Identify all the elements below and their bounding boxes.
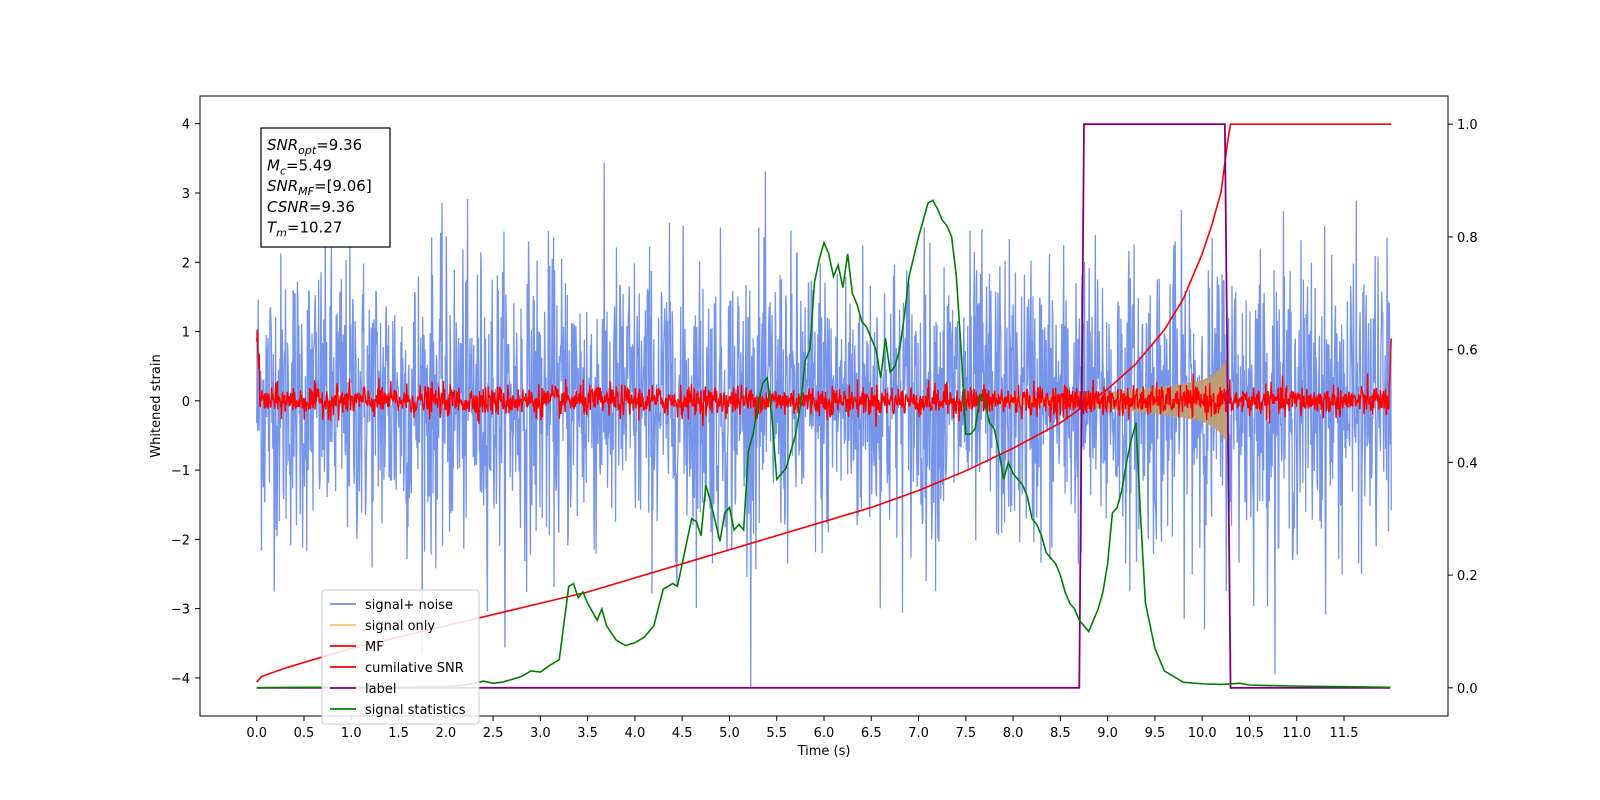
y-tick-label-left: −2: [171, 533, 190, 548]
y-tick-label-right: 0.8: [1457, 231, 1478, 246]
x-tick-label: 4.5: [672, 726, 693, 741]
annotation-line: Tm=10.27: [267, 218, 342, 239]
y-axis-label-left: Whitened strain: [149, 354, 164, 457]
y-tick-label-left: 4: [182, 118, 190, 133]
legend-entry: MF: [365, 640, 384, 655]
x-tick-label: 7.0: [908, 726, 929, 741]
annotation-line: Mc=5.49: [267, 157, 332, 178]
annotation-line: SNRopt=9.36: [267, 136, 362, 157]
series-mf: [256, 329, 1392, 427]
legend-entry: cumilative SNR: [365, 661, 464, 676]
legend: signal+ noise signal only MF cumilative SNR…: [321, 589, 480, 725]
legend-entry: label: [365, 682, 396, 697]
y-tick-label-right: 1.0: [1457, 118, 1478, 133]
y-tick-label-right: 0.4: [1457, 456, 1478, 471]
y-tick-label-left: −1: [171, 464, 190, 479]
x-tick-label: 8.5: [1050, 726, 1071, 741]
x-tick-label: 4.0: [625, 726, 646, 741]
x-tick-label: 8.0: [1003, 726, 1024, 741]
x-tick-label: 2.5: [483, 726, 504, 741]
x-tick-label: 10.5: [1235, 726, 1264, 741]
annotation-frame: [260, 127, 391, 248]
y-tick-label-left: 3: [182, 187, 190, 202]
y-tick-label-left: 0: [182, 395, 190, 410]
y-tick-label-left: −4: [171, 672, 190, 687]
x-tick-label: 1.5: [388, 726, 409, 741]
y-tick-label-left: −3: [171, 603, 190, 618]
x-tick-label: 5.5: [766, 726, 787, 741]
series-label: [256, 123, 1391, 689]
y-tick-label-right: 0.0: [1457, 682, 1478, 697]
legend-entry: signal statistics: [365, 703, 466, 718]
annotation-line: SNRMF=[9.06]: [267, 177, 372, 198]
x-tick-label: 2.0: [435, 726, 456, 741]
axes: 0.0 0.5 1.0 1.5 2.0 2.5 3.0 3.5 4.0 4.5 5.0 5.5 6.0 6…: [171, 118, 1478, 741]
x-tick-label: 9.5: [1145, 726, 1166, 741]
x-tick-label: 9.0: [1097, 726, 1118, 741]
legend-entry: signal+ noise: [365, 598, 453, 613]
legend-frame: [321, 589, 480, 725]
x-tick-label: 1.0: [341, 726, 362, 741]
y-tick-label-left: 2: [182, 256, 190, 271]
x-tick-label: 6.0: [814, 726, 835, 741]
series-signal-statistics: [256, 199, 1391, 689]
x-tick-label: 3.5: [577, 726, 598, 741]
x-tick-label: 0.5: [294, 726, 315, 741]
y-tick-label-right: 0.2: [1457, 569, 1478, 584]
x-tick-label: 0.0: [246, 726, 267, 741]
y-tick-label-right: 0.6: [1457, 344, 1478, 359]
x-axis-label: Time (s): [797, 744, 851, 759]
x-tick-label: 11.0: [1282, 726, 1311, 741]
x-tick-label: 6.5: [861, 726, 882, 741]
x-tick-label: 11.5: [1330, 726, 1359, 741]
x-tick-label: 7.5: [955, 726, 976, 741]
x-tick-label: 5.0: [719, 726, 740, 741]
y-tick-label-left: 1: [182, 326, 190, 341]
x-tick-label: 3.0: [530, 726, 551, 741]
x-tick-label: 10.0: [1188, 726, 1217, 741]
legend-entry: signal only: [365, 619, 435, 634]
annotation-line: CSNR=9.36: [267, 198, 355, 216]
